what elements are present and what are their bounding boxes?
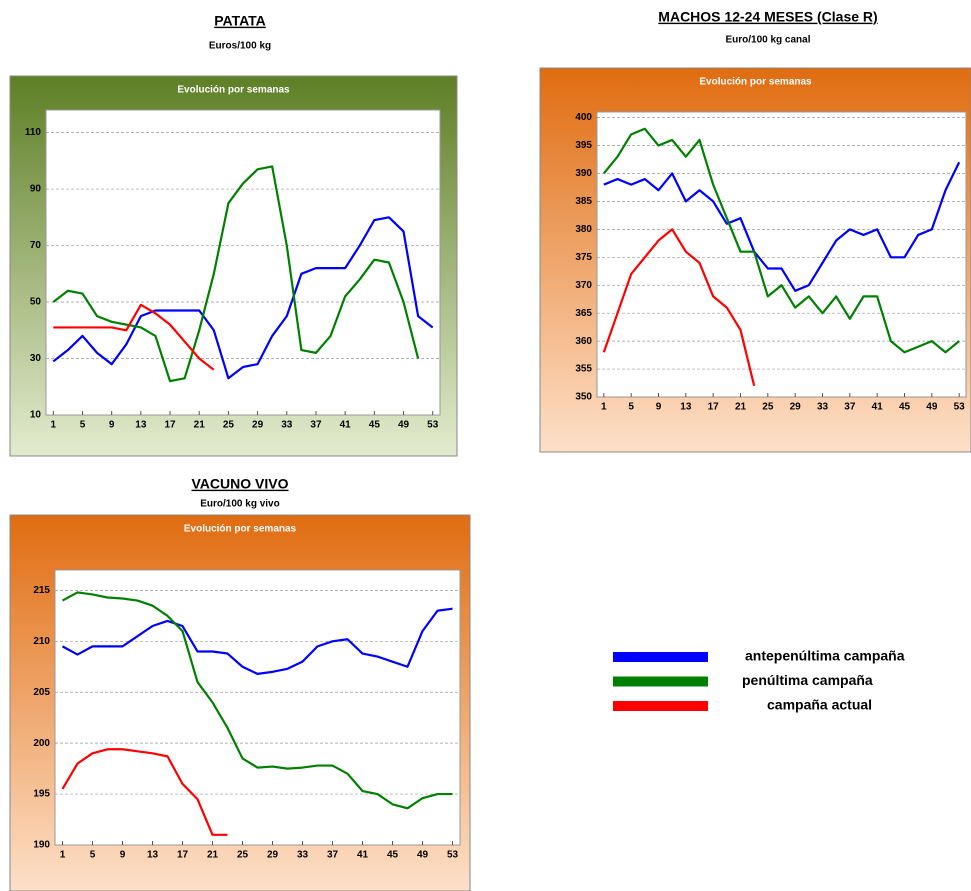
y-tick-label: 215	[33, 585, 50, 596]
x-tick-label: 33	[297, 850, 309, 861]
y-tick-label: 90	[30, 184, 42, 195]
legend-swatch	[613, 676, 708, 687]
chart-title: MACHOS 12-24 MESES (Clase R)	[658, 9, 877, 25]
plot-area	[596, 111, 967, 398]
x-tick-label: 37	[844, 402, 856, 413]
panel-title: Evolución por semanas	[184, 524, 297, 535]
x-tick-label: 45	[387, 850, 399, 861]
series-line	[53, 303, 215, 371]
x-tick-label: 29	[252, 420, 264, 431]
x-tick-label: 53	[447, 850, 459, 861]
x-tick-label: 41	[340, 420, 352, 431]
y-tick-label: 365	[575, 308, 592, 319]
x-tick-label: 13	[135, 420, 147, 431]
x-tick-label: 33	[817, 402, 829, 413]
y-tick-label: 390	[575, 168, 592, 179]
x-tick-label: 41	[357, 850, 369, 861]
x-tick-label: 37	[310, 420, 322, 431]
x-tick-label: 49	[417, 850, 429, 861]
panel-title: Evolución por semanas	[177, 85, 290, 96]
series-line	[52, 165, 420, 383]
legend-swatch	[613, 701, 708, 711]
x-tick-label: 45	[369, 420, 381, 431]
x-tick-label: 9	[109, 420, 115, 431]
series-line	[603, 161, 961, 292]
chart-title: VACUNO VIVO	[192, 476, 289, 492]
y-tick-label: 30	[30, 353, 42, 364]
panel-title: Evolución por semanas	[699, 77, 812, 88]
y-tick-label: 110	[25, 127, 42, 138]
y-tick-label: 350	[575, 392, 592, 403]
x-tick-label: 41	[872, 402, 884, 413]
y-tick-label: 370	[575, 280, 592, 291]
x-tick-label: 25	[223, 420, 235, 431]
y-tick-label: 210	[33, 636, 50, 647]
x-tick-label: 53	[954, 402, 966, 413]
y-tick-label: 200	[33, 738, 50, 749]
y-tick-label: 190	[33, 840, 50, 851]
legend-label: penúltima campaña	[742, 672, 873, 688]
x-tick-label: 5	[628, 402, 634, 413]
legend-label: antepenúltima campaña	[745, 648, 905, 664]
x-tick-label: 1	[60, 850, 66, 861]
x-tick-label: 1	[601, 402, 607, 413]
x-tick-label: 21	[735, 402, 747, 413]
series-line	[602, 228, 756, 387]
y-tick-label: 385	[575, 196, 592, 207]
x-tick-label: 21	[194, 420, 206, 431]
plot-area	[54, 569, 461, 846]
chart-subtitle: Euros/100 kg	[209, 41, 271, 52]
x-tick-label: 29	[267, 850, 279, 861]
x-tick-label: 9	[120, 850, 126, 861]
x-tick-label: 45	[899, 402, 911, 413]
y-tick-label: 360	[575, 336, 592, 347]
y-tick-label: 50	[30, 297, 42, 308]
x-tick-label: 29	[790, 402, 802, 413]
series-line	[61, 607, 453, 675]
y-tick-label: 70	[30, 240, 42, 251]
x-tick-label: 1	[51, 420, 57, 431]
x-tick-label: 21	[207, 850, 219, 861]
x-tick-label: 17	[708, 402, 720, 413]
y-tick-label: 195	[33, 789, 50, 800]
y-tick-label: 10	[30, 410, 42, 421]
x-tick-label: 49	[398, 420, 410, 431]
legend-label: campaña actual	[767, 697, 872, 713]
x-tick-label: 53	[427, 420, 439, 431]
x-tick-label: 9	[656, 402, 662, 413]
y-tick-label: 395	[575, 140, 592, 151]
y-tick-label: 400	[575, 112, 592, 123]
legend-swatch	[613, 652, 708, 662]
x-tick-label: 13	[147, 850, 159, 861]
x-tick-label: 33	[281, 420, 293, 431]
x-tick-label: 37	[327, 850, 339, 861]
x-tick-label: 5	[80, 420, 86, 431]
series-line	[61, 748, 228, 836]
x-tick-label: 25	[762, 402, 774, 413]
y-tick-label: 205	[33, 687, 50, 698]
chart-subtitle: Euro/100 kg canal	[725, 35, 810, 46]
plot-area	[45, 109, 441, 416]
x-tick-label: 49	[926, 402, 938, 413]
y-tick-label: 355	[575, 364, 592, 375]
series-line	[52, 216, 434, 380]
chart-subtitle: Euro/100 kg vivo	[200, 499, 279, 510]
x-tick-label: 5	[90, 850, 96, 861]
x-tick-label: 13	[680, 402, 692, 413]
x-tick-label: 17	[177, 850, 189, 861]
x-tick-label: 17	[164, 420, 176, 431]
series-line	[602, 127, 960, 354]
series-line	[61, 591, 453, 810]
chart-title: PATATA	[214, 13, 266, 29]
x-tick-label: 25	[237, 850, 249, 861]
y-tick-label: 380	[575, 224, 592, 235]
y-tick-label: 375	[575, 252, 592, 263]
